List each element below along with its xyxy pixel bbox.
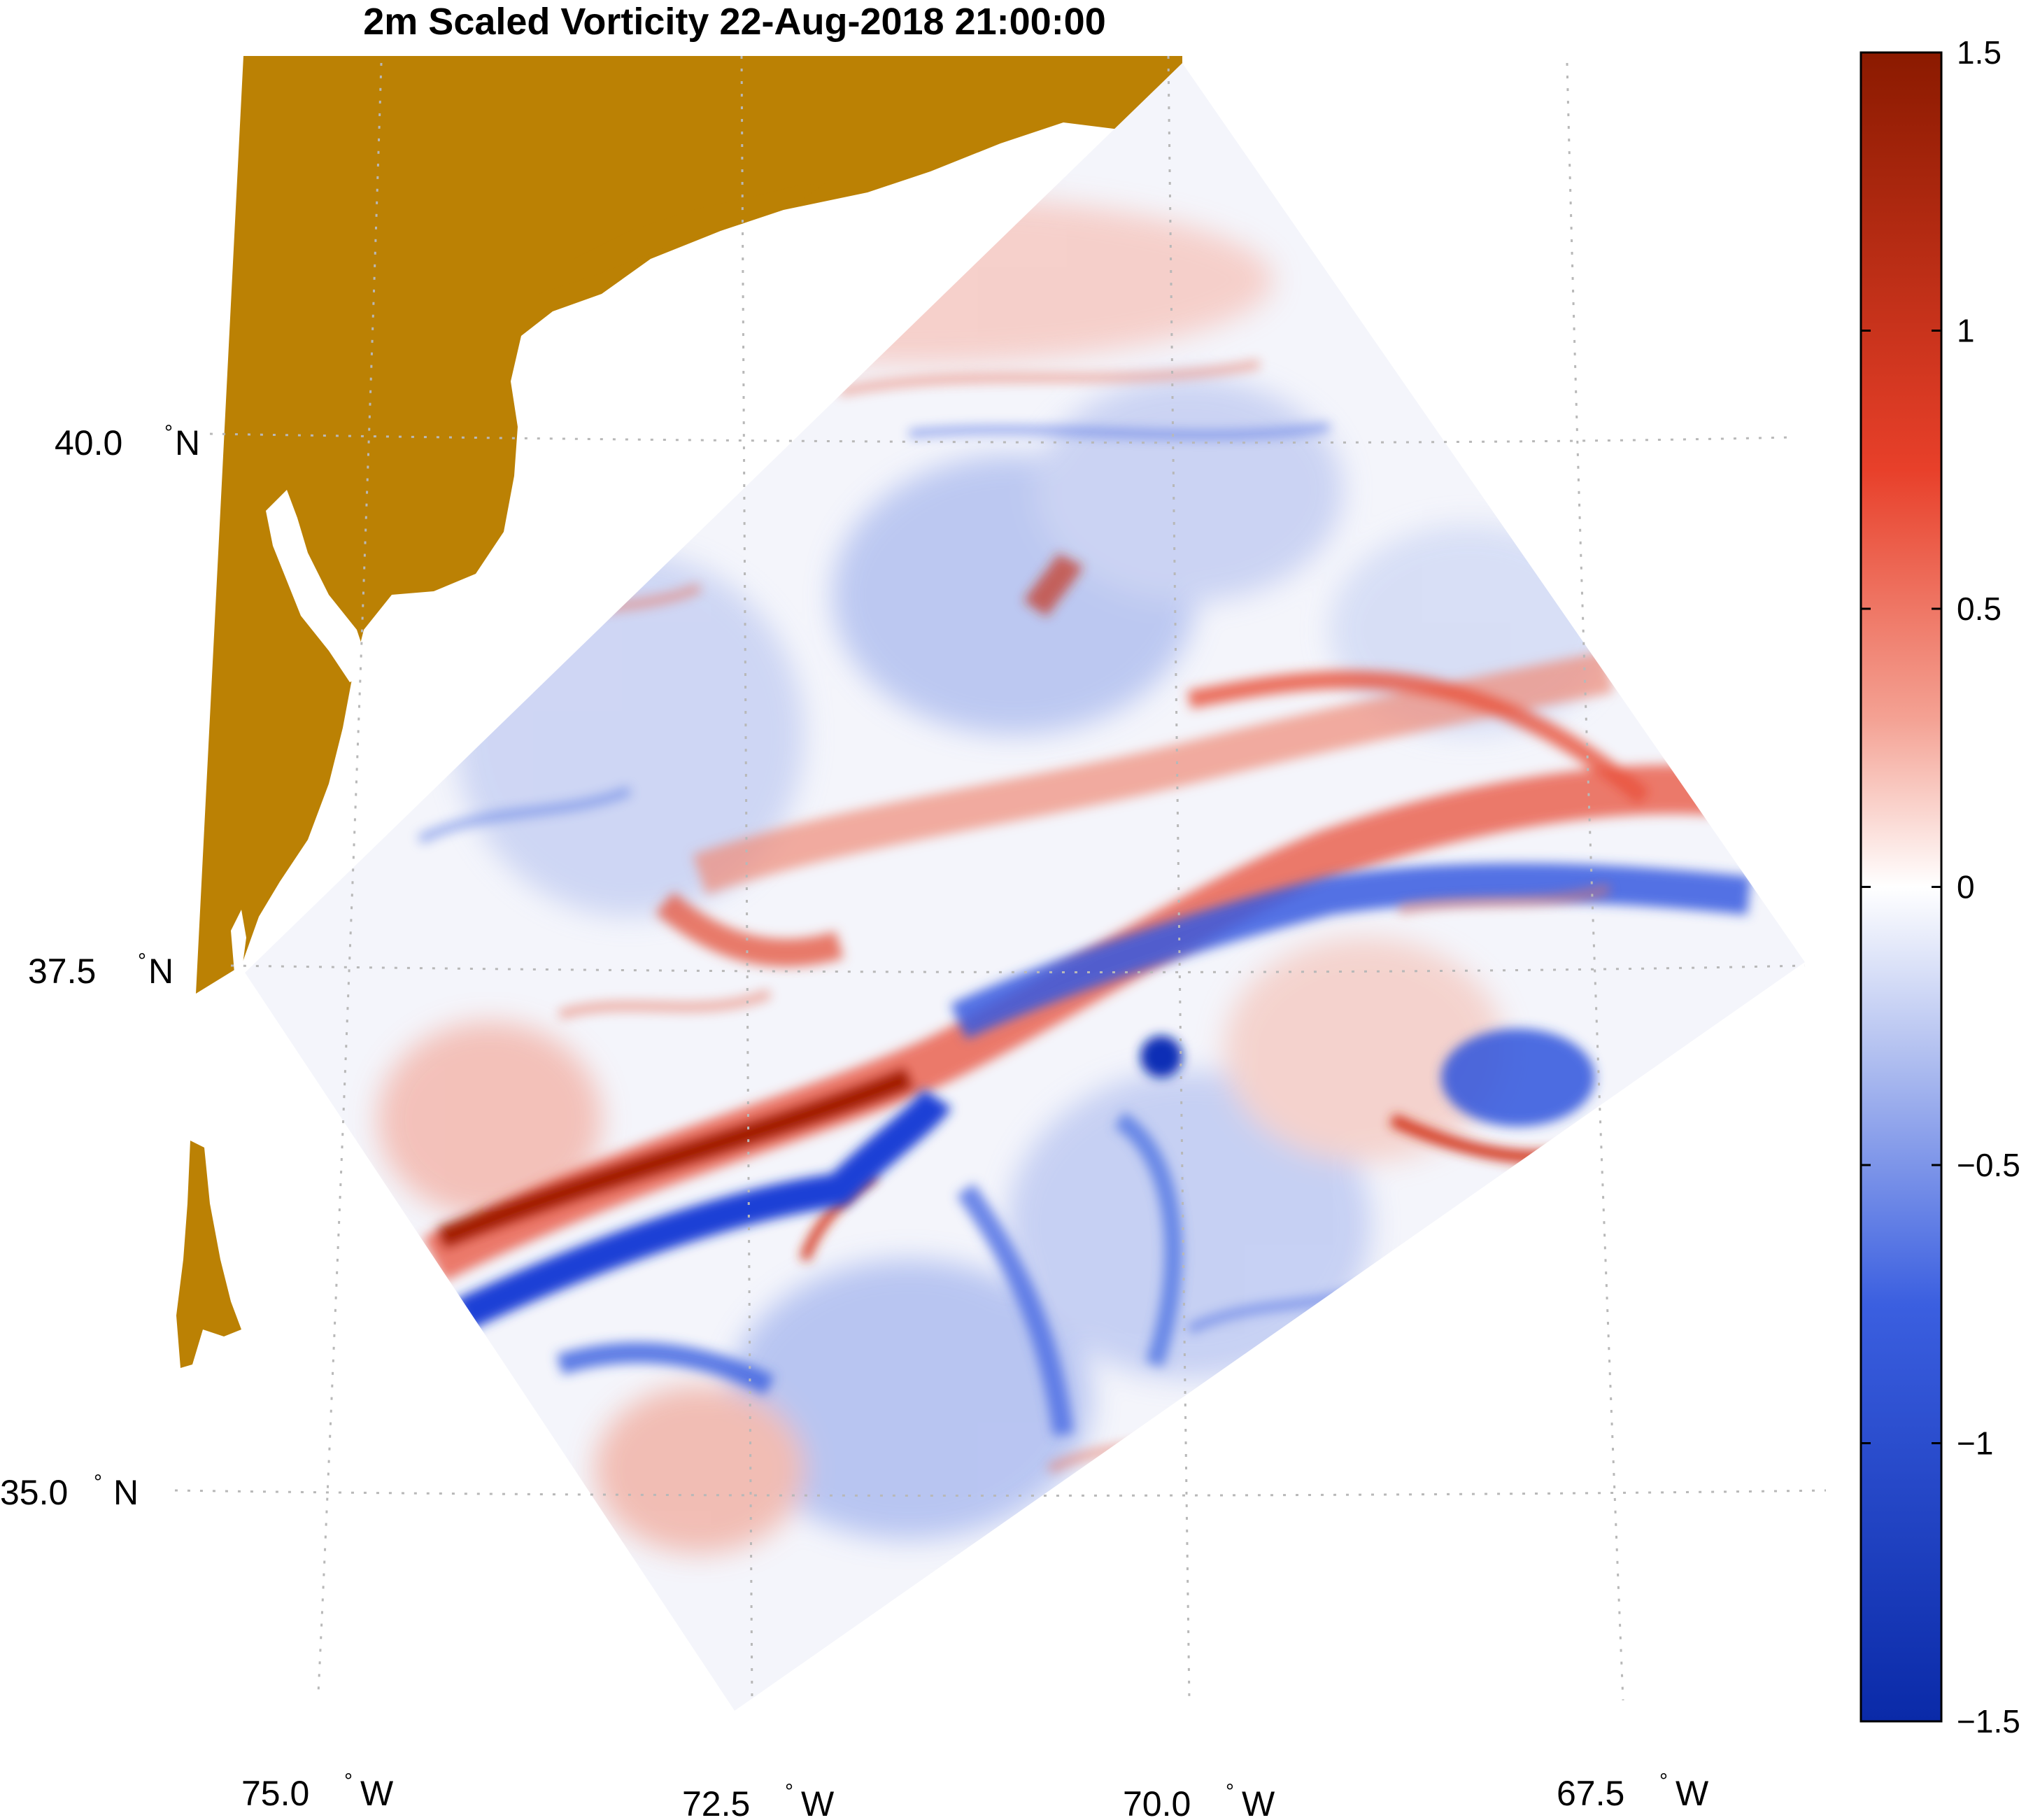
lat-label-35-hem: N — [113, 1473, 139, 1512]
delaware-bay — [266, 490, 371, 682]
lon-label-75-deg: ° — [344, 1770, 353, 1793]
colorbar-tick-label: 0 — [1957, 869, 1975, 905]
colorbar-ticks: 1.5 1 0.5 0 −0.5 −1 −1.5 — [1861, 34, 2020, 1740]
lat-label-37-5-deg: ° — [138, 950, 146, 973]
colorbar-tick-label: −1 — [1957, 1425, 1993, 1462]
lon-label-67-5: 67.5 — [1557, 1774, 1624, 1813]
lon-label-70: 70.0 — [1123, 1784, 1191, 1820]
chesapeake-bay — [231, 910, 246, 973]
lon-label-75: 75.0 — [241, 1774, 309, 1813]
lat-label-35: 35.0 — [0, 1473, 68, 1512]
longitude-labels: 75.0 ° W 72.5 ° W 70.0 ° W 67.5 ° W — [241, 1770, 1709, 1820]
lat-label-40: 40.0 — [55, 423, 122, 463]
lon-label-72-5: 72.5 — [682, 1784, 750, 1820]
lon-label-67-5-deg: ° — [1659, 1770, 1668, 1793]
lon-label-72-5-hem: W — [801, 1784, 835, 1820]
land-outer-banks — [176, 1141, 241, 1368]
land-mainland — [196, 56, 1182, 994]
colorbar-tick-label: −1.5 — [1957, 1703, 2020, 1740]
lat-label-40-deg: ° — [164, 421, 173, 444]
map-title: 2m Scaled Vorticity 22-Aug-2018 21:00:00 — [363, 1, 1106, 43]
vorticity-field — [245, 63, 1805, 1711]
lon-label-72-5-deg: ° — [785, 1780, 793, 1803]
lat-label-35-deg: ° — [94, 1471, 102, 1494]
lat-label-40-hem: N — [175, 423, 200, 463]
latitude-labels: 40.0 ° N 37.5 ° N 35.0 ° N — [0, 421, 200, 1512]
lon-label-67-5-hem: W — [1676, 1774, 1709, 1813]
lat-label-37-5: 37.5 — [28, 952, 96, 991]
colorbar-tick-label: 1 — [1957, 313, 1975, 349]
colorbar-tick-label: 0.5 — [1957, 591, 2002, 627]
lon-label-75-hem: W — [360, 1774, 394, 1813]
lon-label-70-deg: ° — [1226, 1780, 1234, 1803]
colorbar-gradient — [1859, 51, 1943, 1723]
lat-label-37-5-hem: N — [148, 952, 173, 991]
colorbar-tick-label: 1.5 — [1957, 34, 2002, 71]
colorbar-tick-label: −0.5 — [1957, 1147, 2020, 1183]
land-long-island — [539, 183, 826, 294]
graticule — [174, 55, 1827, 1701]
lon-label-70-hem: W — [1242, 1784, 1275, 1820]
